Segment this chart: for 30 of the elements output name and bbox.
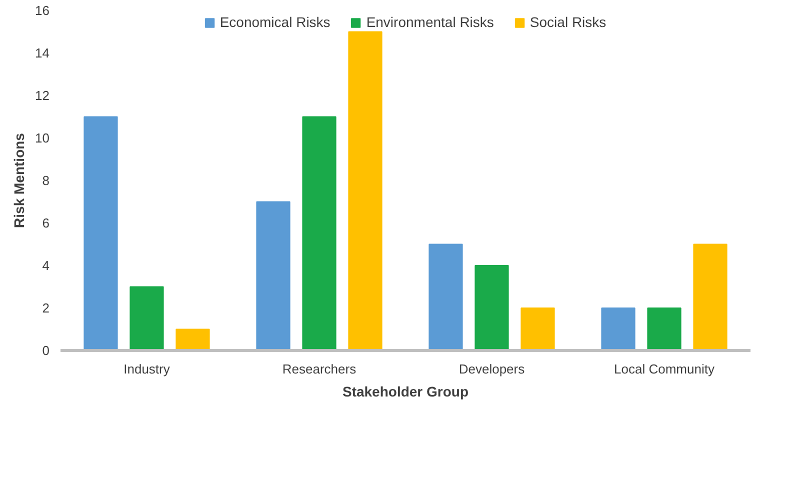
legend-label: Environmental Risks	[366, 14, 494, 30]
bar	[647, 308, 682, 350]
legend-label: Economical Risks	[220, 14, 330, 30]
bar	[84, 116, 118, 350]
bar	[474, 265, 509, 350]
x-tick-label: Developers	[458, 362, 526, 376]
bar	[176, 328, 210, 350]
bar	[428, 244, 463, 350]
bar	[130, 286, 164, 350]
y-tick-label: 4	[42, 258, 50, 273]
x-tick-label: Local Community	[614, 362, 715, 376]
x-tick-label: Industry	[124, 362, 170, 376]
y-tick-label: 8	[42, 173, 50, 188]
bar	[302, 116, 336, 350]
y-tick-label: 12	[35, 88, 50, 103]
bar	[693, 244, 728, 350]
y-tick-label: 2	[42, 300, 50, 316]
x-axis-title: Stakeholder Group	[342, 384, 469, 400]
bar	[601, 308, 636, 350]
bar	[348, 31, 382, 350]
bar	[256, 201, 290, 350]
x-tick-label: Researchers	[282, 362, 357, 376]
y-tick-label: 0	[42, 343, 50, 358]
y-tick-label: 6	[42, 216, 50, 230]
legend-label: Social Risks	[530, 14, 606, 30]
bar	[520, 308, 555, 350]
y-axis-title: Risk Mentions	[11, 132, 28, 228]
y-tick-label: 16	[35, 3, 50, 18]
y-tick-label: 14	[35, 46, 50, 60]
y-tick-label: 10	[35, 130, 50, 146]
